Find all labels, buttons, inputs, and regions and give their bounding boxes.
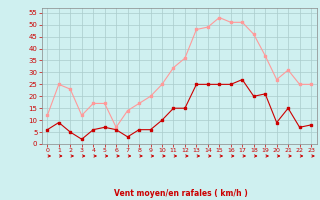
Text: Vent moyen/en rafales ( km/h ): Vent moyen/en rafales ( km/h ) <box>114 189 248 198</box>
